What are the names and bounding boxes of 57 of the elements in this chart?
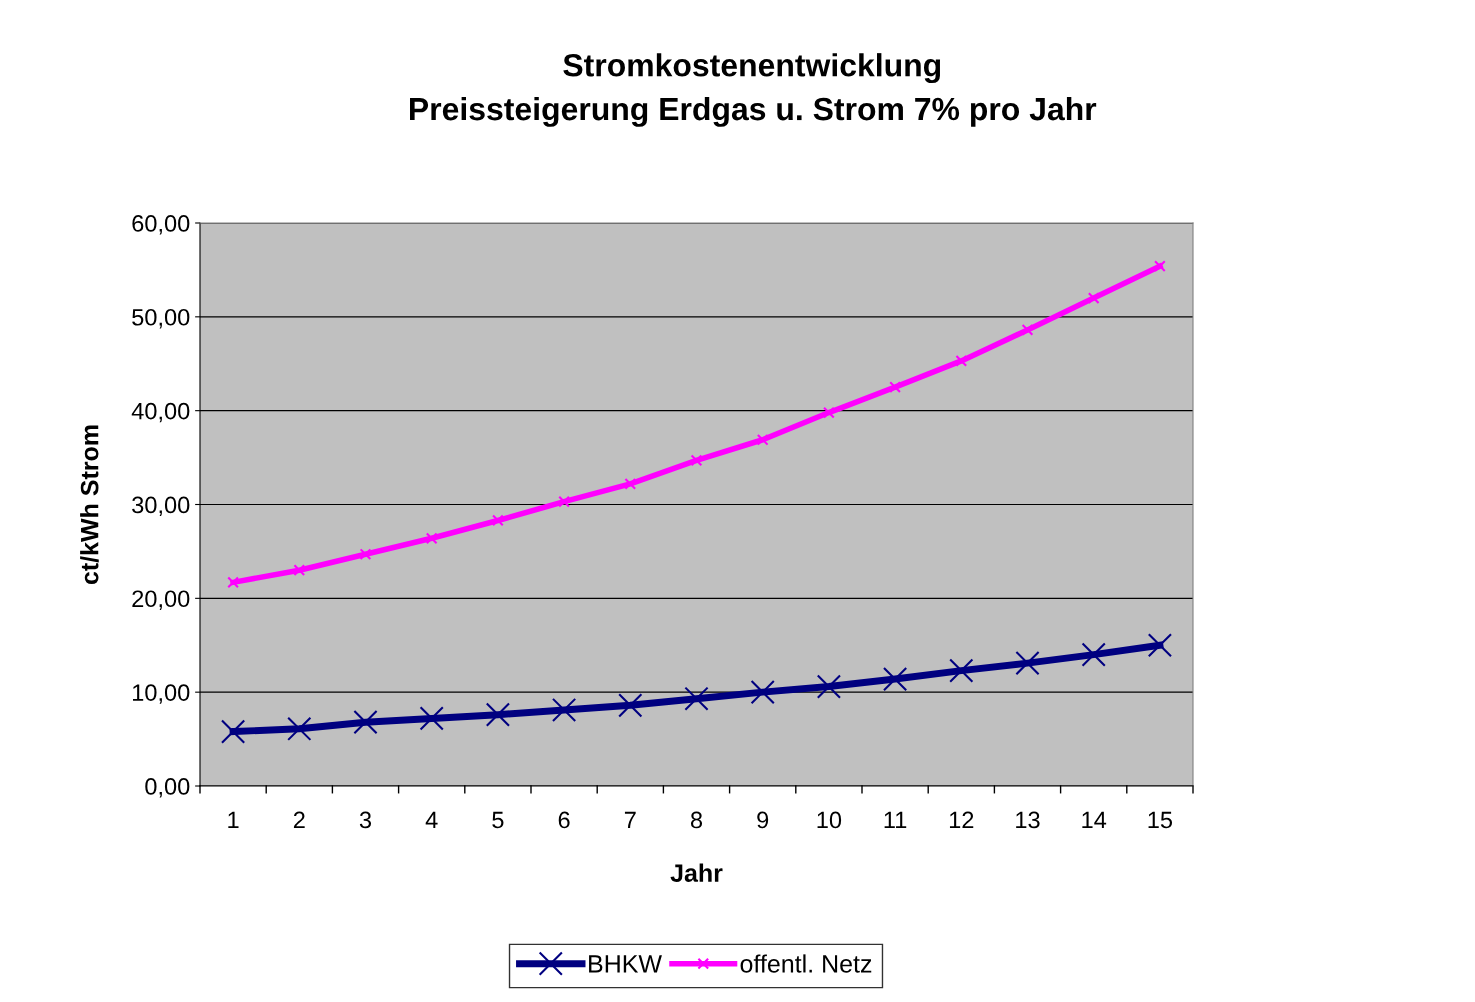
y-tick-label: 30,00	[132, 496, 190, 517]
point	[419, 706, 444, 731]
x-tick-label: 3	[359, 811, 372, 829]
point	[684, 686, 709, 711]
y-tick-label: 50,00	[132, 308, 190, 329]
point	[558, 495, 570, 508]
x-tick-label: 13	[1016, 811, 1040, 829]
x-tick-label: 1	[228, 811, 239, 829]
point	[359, 548, 372, 561]
x-axis-title: Jahr	[670, 863, 723, 882]
point	[690, 454, 703, 467]
point	[882, 666, 908, 692]
point	[551, 697, 577, 723]
point	[618, 693, 643, 718]
x-tick-label: 6	[558, 811, 570, 829]
point	[353, 710, 378, 735]
x-tick-label: 5	[492, 811, 504, 829]
y-tick-label: 20,00	[132, 590, 190, 610]
point	[1081, 642, 1106, 667]
point	[287, 716, 312, 741]
point	[1021, 324, 1034, 336]
x-tick-label: 4	[425, 811, 438, 829]
x-tick-label: 8	[690, 811, 703, 829]
legend-label: offentl. Netz	[740, 954, 872, 973]
point	[816, 674, 842, 699]
x-tick-label: 15	[1148, 811, 1173, 829]
x-tick-label: 2	[293, 811, 305, 829]
chart-title: Stromkostenentwicklung Preissteigerung Erdgas u. Strom 7% pro Jahr	[410, 53, 1097, 127]
point	[425, 532, 438, 545]
point	[624, 477, 637, 490]
x-tick-label: 7	[624, 811, 636, 829]
point	[1147, 633, 1173, 658]
point	[756, 433, 769, 446]
point	[492, 514, 504, 527]
y-tick-label: 40,00	[131, 402, 190, 423]
point	[823, 406, 835, 419]
y-tick-label: 10,00	[133, 684, 190, 704]
point	[220, 719, 246, 744]
point	[227, 576, 239, 589]
point	[1154, 260, 1166, 273]
point	[949, 658, 974, 683]
point	[485, 702, 511, 727]
x-tick-label: 10	[817, 811, 842, 829]
point	[293, 564, 306, 577]
point	[889, 381, 901, 394]
y-tick-label: 60,00	[132, 215, 190, 235]
point	[1087, 292, 1100, 304]
y-tick-label: 0,00	[145, 778, 190, 798]
x-tick-label: 14	[1082, 811, 1107, 829]
x-tick-label: 9	[757, 811, 769, 829]
point	[955, 355, 968, 367]
legend-label: BHKW	[589, 955, 662, 973]
x-tick-label: 11	[884, 811, 907, 829]
point	[750, 680, 775, 705]
y-axis-title: ct/kWh Strom	[80, 425, 99, 585]
x-tick-label: 12	[949, 811, 974, 829]
point	[1015, 650, 1040, 676]
